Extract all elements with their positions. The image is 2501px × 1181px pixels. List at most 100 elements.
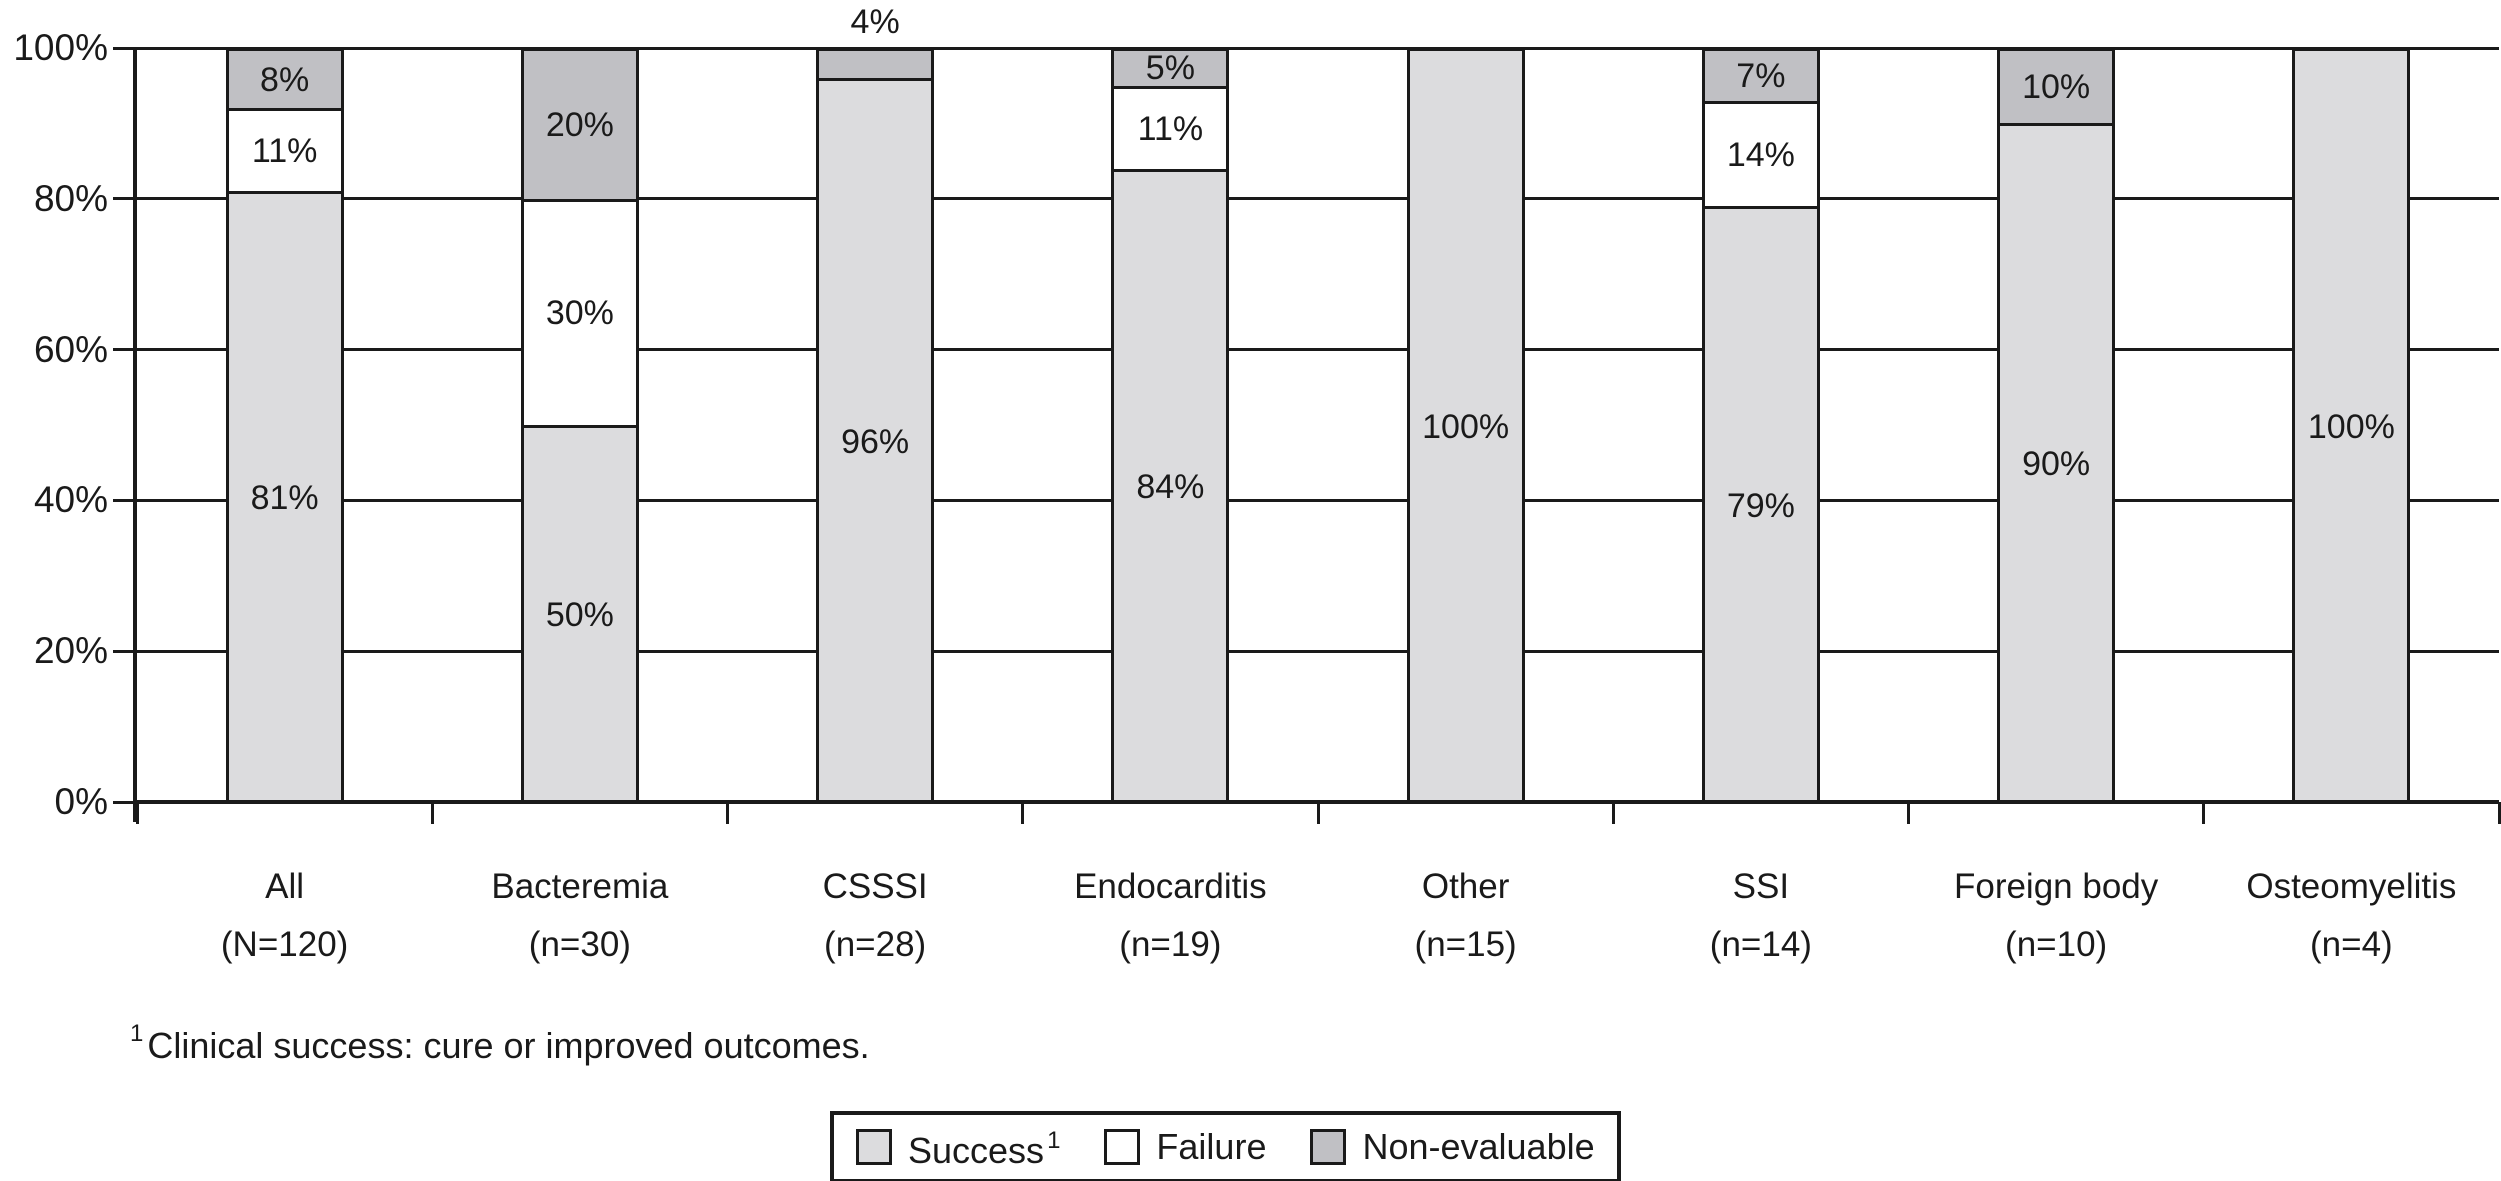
segment-label: 81% <box>250 479 319 518</box>
x-axis-tick <box>1611 802 1615 824</box>
bar-segment-foreign-body-non_evaluable: 10% <box>1997 48 2116 124</box>
segment-label: 50% <box>545 596 614 634</box>
x-category-n: (n=14) <box>1709 925 1812 964</box>
x-category-name: All <box>265 867 305 906</box>
y-tick-label-100: 100% <box>13 27 108 68</box>
x-category-n: (n=28) <box>824 925 927 964</box>
segment-label: 10% <box>2022 68 2091 107</box>
bar-segment-endocarditis-non_evaluable: 5% <box>1111 48 1230 86</box>
y-tick-label-0: 0% <box>54 781 108 822</box>
x-category-n: (N=120) <box>220 925 349 964</box>
x-axis-tick <box>726 802 729 824</box>
x-category-label-osteomyelitis: Osteomyelitis (n=4) <box>2204 858 2499 974</box>
segment-label: 5% <box>1145 49 1195 88</box>
x-category-label-foreign-body: Foreign body (n=10) <box>1909 858 2204 974</box>
gridline-20 <box>137 649 2499 653</box>
legend-item-success: Success 1 <box>856 1123 1060 1171</box>
segment-label: 90% <box>2022 445 2091 484</box>
footnote-superscript: 1 <box>130 1020 144 1047</box>
bar-segment-ssi-non_evaluable: 7% <box>1701 48 1820 101</box>
x-axis-tick <box>430 802 434 824</box>
x-category-label-other: Other (n=15) <box>1318 858 1613 974</box>
legend-item-label: Success 1 <box>908 1127 1061 1171</box>
bar-segment-csssi-non_evaluable <box>816 48 935 79</box>
bar-segment-endocarditis-failure: 11% <box>1111 85 1230 169</box>
segment-label: 100% <box>1422 407 1510 446</box>
x-category-name: Other <box>1421 867 1510 906</box>
segment-label: 100% <box>2307 407 2395 446</box>
segment-label: 30% <box>545 294 614 333</box>
x-category-n: (n=10) <box>2005 925 2108 964</box>
x-axis-tick <box>1907 802 1910 824</box>
x-category-n: (n=30) <box>528 925 631 964</box>
bar-segment-all-success: 81% <box>225 191 344 802</box>
x-category-label-ssi: SSI (n=14) <box>1613 858 1908 974</box>
x-axis-tick <box>2202 802 2206 824</box>
bar-segment-foreign-body-success: 90% <box>1997 123 2116 802</box>
footnote-text: Clinical success: cure or improved outco… <box>147 1025 870 1066</box>
x-axis-tick <box>2497 802 2501 824</box>
segment-label: 14% <box>1726 136 1795 175</box>
gridline-60 <box>137 348 2499 352</box>
y-tick-20 <box>113 649 137 653</box>
y-tick-40 <box>113 498 137 502</box>
bar-segment-osteomyelitis-success: 100% <box>2292 48 2411 802</box>
bar-segment-all-non_evaluable: 8% <box>225 48 344 109</box>
legend-label-superscript: 1 <box>1047 1127 1061 1154</box>
bar-segment-other-success: 100% <box>1406 48 1525 802</box>
y-axis <box>133 48 137 822</box>
bar-segment-bacteremia-success: 50% <box>520 425 639 802</box>
x-axis-tick <box>1021 802 1025 824</box>
legend-swatch-non_evaluable <box>1310 1129 1347 1165</box>
footnote: 1 Clinical success: cure or improved outc… <box>130 1012 870 1072</box>
y-tick-60 <box>113 348 137 352</box>
x-category-name: SSI <box>1732 867 1790 906</box>
y-tick-label-40: 40% <box>33 479 108 521</box>
plot-area: 81% 11% 8% 50% 30% 20% 96% 4% 84% 11% 5% 100% 79% 14%… <box>113 4 2501 824</box>
segment-label: 79% <box>1726 486 1795 525</box>
x-category-name: CSSSI <box>822 867 928 906</box>
segment-label: 7% <box>1736 56 1786 95</box>
legend-item-label: Failure <box>1156 1126 1267 1167</box>
segment-label: 20% <box>545 105 614 144</box>
segment-label: 96% <box>841 422 910 461</box>
y-tick-100 <box>113 46 137 50</box>
x-category-label-bacteremia: Bacteremia (n=30) <box>432 858 727 974</box>
bar-segment-all-failure: 11% <box>225 108 344 192</box>
legend-item-label: Non-evaluable <box>1362 1126 1595 1167</box>
x-axis-tick <box>135 802 139 824</box>
y-tick-0 <box>113 800 137 804</box>
x-axis <box>133 800 2499 804</box>
bar-segment-ssi-failure: 14% <box>1701 100 1820 207</box>
y-tick-label-20: 20% <box>33 630 108 672</box>
segment-label: 11% <box>251 132 318 171</box>
x-category-label-csssi: CSSSI (n=28) <box>728 858 1023 974</box>
gridline-80 <box>137 197 2499 201</box>
legend-item-failure: Failure <box>1104 1127 1266 1167</box>
segment-label: 11% <box>1137 109 1204 148</box>
gridline-40 <box>137 498 2499 502</box>
x-category-name: Foreign body <box>1953 867 2159 906</box>
x-category-name: Endocarditis <box>1074 867 1267 906</box>
bar-segment-ssi-success: 79% <box>1701 206 1820 802</box>
y-tick-label-80: 80% <box>33 177 108 219</box>
x-category-label-all: All (N=120) <box>137 858 432 974</box>
x-axis-tick <box>1316 802 1320 824</box>
segment-label: 8% <box>260 60 310 99</box>
segment-label: 84% <box>1136 467 1205 506</box>
x-category-n: (n=19) <box>1119 925 1222 964</box>
x-category-n: (n=4) <box>2310 925 2393 964</box>
legend: Success 1 Failure Non-evaluable <box>830 1111 1621 1181</box>
bar-segment-bacteremia-failure: 30% <box>520 198 639 425</box>
x-category-n: (n=15) <box>1414 925 1517 964</box>
bar-segment-endocarditis-success: 84% <box>1111 168 1230 802</box>
bar-segment-csssi-success: 96% <box>816 78 935 802</box>
legend-swatch-failure <box>1104 1129 1141 1165</box>
segment-label: 4% <box>850 3 900 41</box>
legend-swatch-success <box>856 1129 892 1165</box>
y-tick-80 <box>113 197 137 201</box>
y-tick-label-60: 60% <box>33 328 108 370</box>
legend-item-non_evaluable: Non-evaluable <box>1310 1126 1595 1167</box>
gridline-100 <box>137 46 2499 50</box>
